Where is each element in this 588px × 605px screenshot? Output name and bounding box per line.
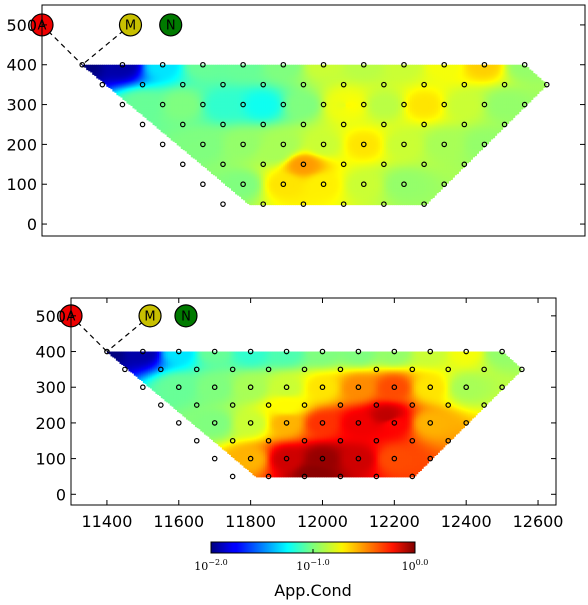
top-heatmap-cells <box>82 65 547 205</box>
